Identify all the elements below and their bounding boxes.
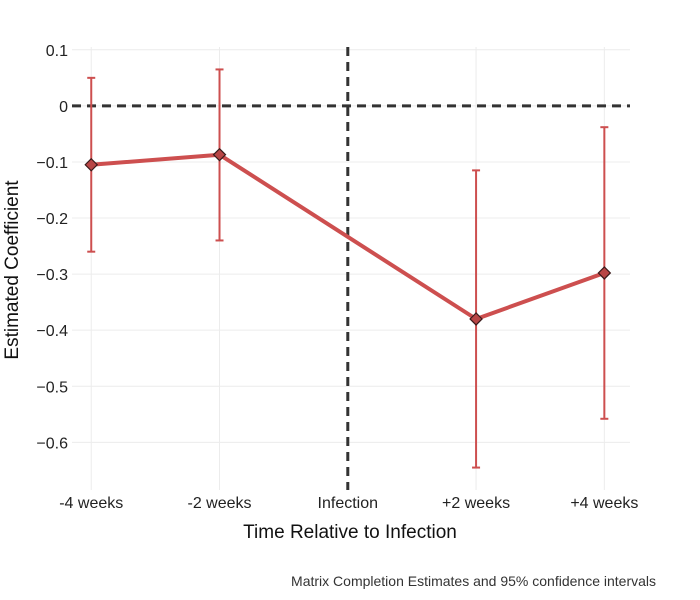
- y-axis-title: Estimated Coefficient: [2, 180, 23, 360]
- reference-lines: [72, 47, 630, 490]
- y-tick-labels: 0.1 0 −0.1 −0.2 −0.3 −0.4 −0.5 −0.6: [36, 43, 68, 453]
- y-tick-label: −0.6: [36, 435, 68, 452]
- y-tick-label: −0.2: [36, 211, 68, 228]
- data-point-marker: [597, 266, 612, 280]
- y-tick-label: −0.1: [36, 155, 68, 172]
- data-point-marker: [212, 147, 227, 162]
- series-layer: [84, 68, 612, 469]
- chart-caption: Matrix Completion Estimates and 95% conf…: [291, 573, 656, 589]
- x-tick-label: -2 weeks: [188, 495, 252, 512]
- x-tick-label: -4 weeks: [59, 495, 123, 512]
- x-tick-label-infection: Infection: [318, 495, 378, 512]
- x-axis-title: Time Relative to Infection: [243, 522, 457, 543]
- data-point-marker: [469, 312, 483, 326]
- data-point-marker: [84, 157, 99, 172]
- y-tick-label: −0.3: [36, 267, 68, 284]
- y-tick-label: −0.5: [36, 379, 68, 396]
- y-tick-label: −0.4: [36, 323, 68, 340]
- y-tick-label: 0: [59, 99, 68, 116]
- y-tick-label: 0.1: [46, 43, 68, 60]
- series-line: [91, 152, 605, 321]
- x-tick-label: +2 weeks: [442, 495, 510, 512]
- grid-lines: [72, 47, 630, 490]
- x-tick-label: +4 weeks: [570, 495, 638, 512]
- x-tick-labels: -4 weeks -2 weeks +2 weeks +4 weeks Infectio…: [59, 495, 638, 512]
